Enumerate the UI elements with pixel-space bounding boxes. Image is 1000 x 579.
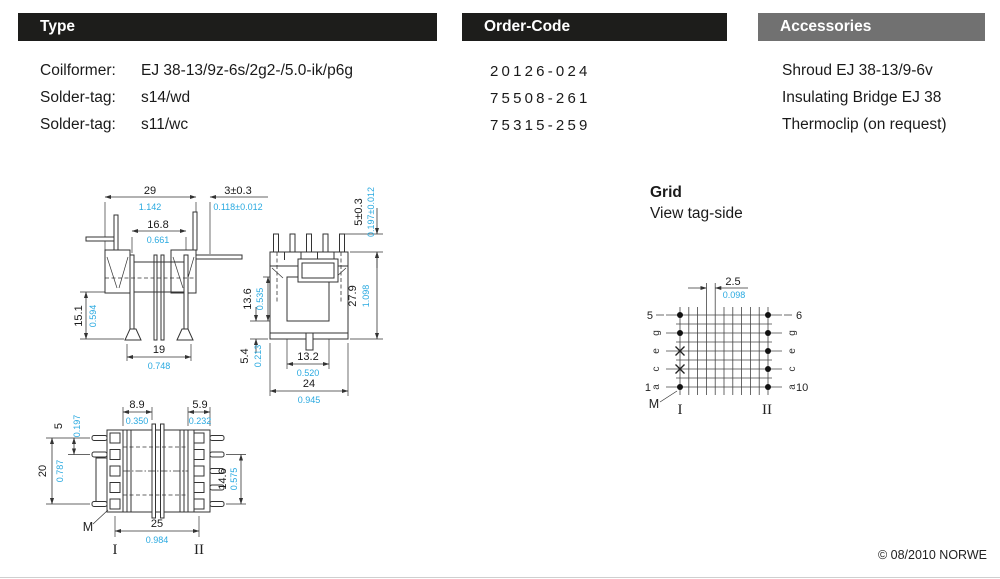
dim-height-mm: 15.1 (73, 305, 85, 326)
dim-row-span-mm: 20 (37, 465, 49, 477)
grid-section-title: Grid (650, 184, 682, 201)
dim-width-inch: 0.945 (298, 395, 321, 405)
dim-height-inch: 1.098 (361, 285, 371, 308)
grid-number-top-left: 5 (647, 310, 653, 322)
grid-row-letter-right: a (787, 384, 798, 390)
accessory-item: Shroud EJ 38-13/9-6v (782, 62, 933, 79)
grid-pins (677, 312, 771, 390)
grid-number-bottom-left: 1 (645, 382, 651, 394)
grid-row-letter-left: g (651, 330, 662, 336)
dim-inner-width-mm: 16.8 (147, 219, 168, 231)
grid-marker-label: M (649, 397, 659, 411)
dim-pin-length-inch: 0.197±0.012 (366, 187, 376, 237)
marker-label: M (83, 520, 93, 534)
dim-pin-pitch-inch: 0.197 (72, 415, 82, 438)
grid-labels: 5 6 1 10 g e c a g e c a M I II (645, 310, 808, 418)
front-view-dimension-labels: 5±0.3 0.197±0.012 27.9 1.098 13.6 0.535 … (239, 187, 376, 405)
side-view-drawing: 29 1.142 3±0.3 0.118±0.012 16.8 0.661 15… (73, 185, 268, 371)
copyright-notice: © 08/2010 NORWE (877, 548, 987, 562)
grid-row-letter-right: c (787, 367, 798, 372)
dim-pin-offset-inch: 0.118±0.012 (213, 202, 262, 212)
dim-left-span-mm: 8.9 (129, 399, 144, 411)
order-code: 20126-024 (490, 63, 591, 80)
dim-tag-span-mm: 25 (151, 518, 163, 530)
type-header-bar: Type (18, 13, 437, 41)
grid-pitch-mm: 2.5 (725, 276, 740, 288)
dim-pin-pitch-mm: 5 (53, 423, 65, 429)
dim-width-inch: 1.142 (139, 202, 162, 212)
top-view-dimension-labels: 8.9 0.350 5.9 0.232 5 0.197 20 0.787 14.… (37, 399, 239, 558)
dim-row-span-inch: 0.787 (55, 460, 65, 483)
dim-right-row-span-inch: 0.575 (229, 468, 239, 491)
dim-right-row-span-mm: 14.6 (217, 468, 229, 489)
top-view-dimension-lines (49, 409, 244, 534)
order-code: 75315-259 (490, 117, 591, 134)
dim-width-mm: 29 (144, 185, 156, 197)
type-row-value: EJ 38-13/9z-6s/2g2-/5.0-ik/p6g (141, 62, 353, 79)
grid-row-letter-right: e (787, 348, 798, 354)
dim-left-span-inch: 0.350 (126, 416, 149, 426)
type-row: Solder-tag: s11/wc (40, 116, 440, 134)
type-row-label: Coilformer: (40, 62, 116, 79)
order-code-header-bar: Order-Code (462, 13, 727, 41)
section-label-right: II (194, 542, 204, 558)
dim-width-mm: 24 (303, 378, 315, 390)
grid-row-letter-left: a (651, 384, 662, 390)
section-label-left: I (113, 542, 118, 558)
type-row-value: s11/wc (141, 116, 189, 133)
grid-column-label-right: II (762, 402, 772, 418)
front-view-drawing: 5±0.3 0.197±0.012 27.9 1.098 13.6 0.535 … (239, 187, 383, 405)
dim-right-span-mm: 5.9 (192, 399, 207, 411)
dim-base-height-mm: 5.4 (239, 348, 251, 363)
side-view-dimension-labels: 29 1.142 3±0.3 0.118±0.012 16.8 0.661 15… (73, 185, 263, 371)
type-row-value: s14/wd (141, 89, 191, 106)
grid-row-letter-left: c (651, 367, 662, 372)
grid-omitted-pin-marks (675, 346, 685, 374)
order-code-header-label: Order-Code (484, 18, 571, 35)
accessory-item: Thermoclip (on request) (782, 116, 947, 133)
dim-window-height-inch: 0.535 (255, 288, 265, 311)
accessories-header-bar: Accessories (758, 13, 985, 41)
grid-row-letter-left: e (651, 348, 662, 354)
dim-base-height-inch: 0.213 (253, 345, 263, 368)
bottom-divider (0, 577, 1000, 578)
dim-height-inch: 0.594 (88, 305, 98, 328)
dim-pin-offset-mm: 3±0.3 (224, 185, 251, 197)
type-row: Coilformer: EJ 38-13/9z-6s/2g2-/5.0-ik/p… (40, 62, 440, 80)
top-view-body (91, 423, 225, 525)
front-view-dimension-lines (253, 208, 380, 394)
dim-foot-width-mm: 19 (153, 344, 165, 356)
grid-lines (656, 283, 792, 395)
order-code: 75508-261 (490, 90, 591, 107)
grid-pitch-dimension: 2.5 0.098 (688, 276, 748, 300)
accessory-item: Insulating Bridge EJ 38 (782, 89, 942, 106)
dim-height-mm: 27.9 (347, 285, 359, 306)
dim-pin-length-mm: 5±0.3 (353, 198, 365, 225)
dim-inner-width-inch: 0.661 (147, 235, 170, 245)
grid-column-label-left: I (678, 402, 683, 418)
grid-pitch-inch: 0.098 (723, 290, 746, 300)
dim-right-span-inch: 0.232 (189, 416, 212, 426)
grid-row-letter-right: g (787, 330, 798, 336)
dim-foot-width-inch: 0.748 (148, 361, 171, 371)
grid-number-bottom-right: 10 (796, 382, 808, 394)
top-view-drawing: 8.9 0.350 5.9 0.232 5 0.197 20 0.787 14.… (37, 399, 246, 558)
type-row-label: Solder-tag: (40, 89, 116, 106)
type-row: Solder-tag: s14/wd (40, 89, 440, 107)
dim-window-width-inch: 0.520 (297, 368, 320, 378)
dim-window-width-mm: 13.2 (297, 351, 318, 363)
dim-window-height-mm: 13.6 (242, 288, 254, 309)
grid-section-subtitle: View tag-side (650, 205, 743, 222)
type-header-label: Type (40, 18, 76, 35)
grid-diagram: 2.5 0.098 5 6 1 10 g e c a g e c a M I I… (645, 276, 808, 418)
front-view-body (269, 233, 349, 351)
side-view-dimension-lines (83, 194, 268, 360)
type-row-label: Solder-tag: (40, 116, 116, 133)
dim-tag-span-inch: 0.984 (146, 535, 169, 545)
accessories-header-label: Accessories (780, 18, 872, 35)
grid-number-top-right: 6 (796, 310, 802, 322)
side-view-body (85, 211, 243, 341)
